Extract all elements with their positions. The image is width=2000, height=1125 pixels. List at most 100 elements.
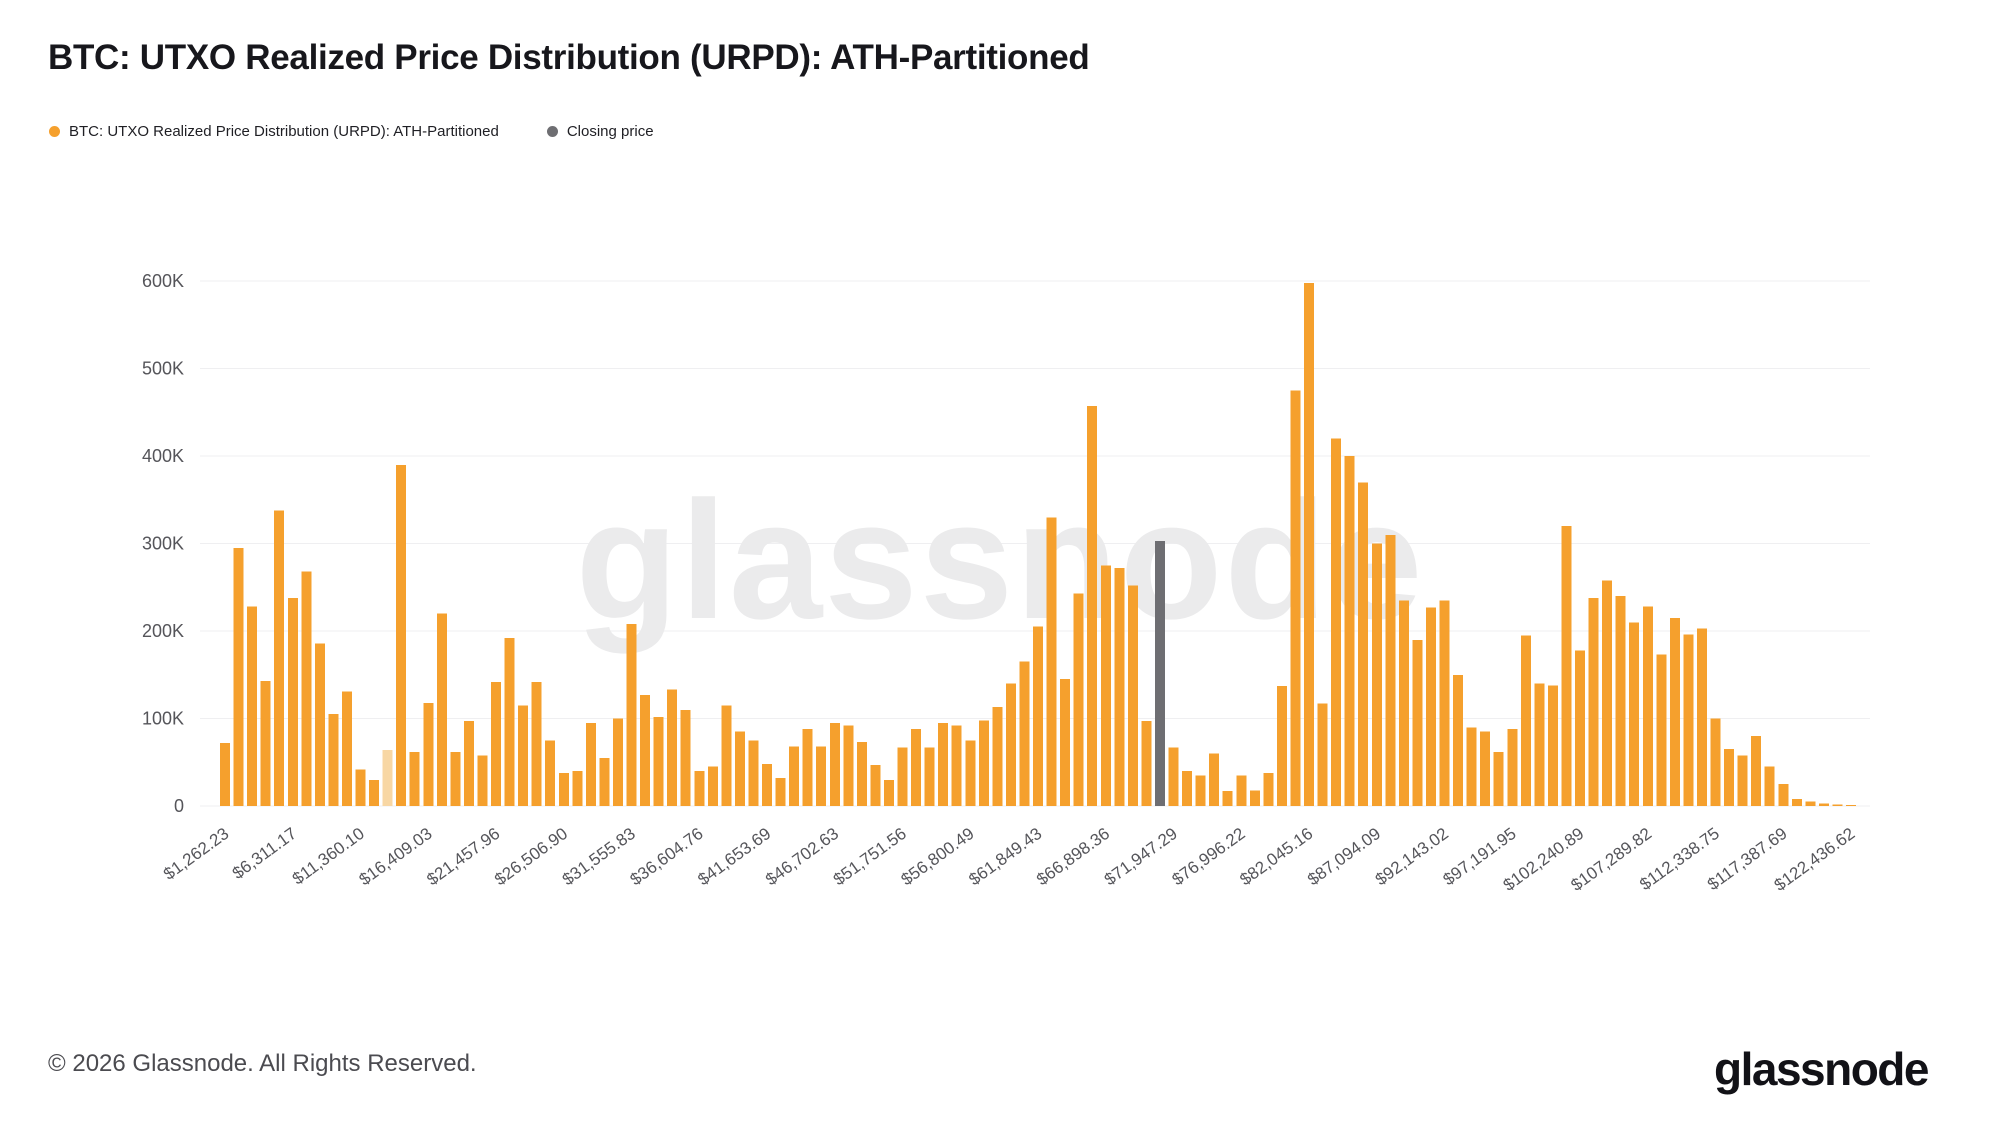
urpd-bar[interactable] xyxy=(1222,791,1233,806)
urpd-bar[interactable] xyxy=(328,714,339,806)
urpd-bar[interactable] xyxy=(1507,729,1518,806)
urpd-bar[interactable] xyxy=(1425,607,1436,806)
urpd-bar[interactable] xyxy=(301,571,312,807)
urpd-bar[interactable] xyxy=(382,750,393,806)
closing-price-bar[interactable] xyxy=(1154,540,1165,806)
urpd-bar[interactable] xyxy=(680,709,691,806)
urpd-bar[interactable] xyxy=(883,779,894,806)
urpd-bar[interactable] xyxy=(1724,749,1735,806)
urpd-bar[interactable] xyxy=(748,740,759,806)
urpd-bar[interactable] xyxy=(1398,600,1409,806)
urpd-bar[interactable] xyxy=(423,702,434,806)
urpd-bar[interactable] xyxy=(1127,585,1138,807)
urpd-bar[interactable] xyxy=(1751,736,1762,806)
urpd-bar[interactable] xyxy=(924,747,935,806)
urpd-bar[interactable] xyxy=(789,746,800,807)
urpd-bar[interactable] xyxy=(436,613,447,807)
urpd-bar[interactable] xyxy=(1520,635,1531,806)
urpd-bar[interactable] xyxy=(1168,747,1179,806)
urpd-bar[interactable] xyxy=(1480,731,1491,806)
urpd-bar[interactable] xyxy=(856,742,867,806)
urpd-bar[interactable] xyxy=(1791,799,1802,806)
urpd-bar[interactable] xyxy=(829,722,840,806)
urpd-bar[interactable] xyxy=(599,757,610,806)
urpd-bar[interactable] xyxy=(721,705,732,806)
urpd-bar[interactable] xyxy=(1358,482,1369,806)
urpd-bar[interactable] xyxy=(1453,674,1464,806)
urpd-bar[interactable] xyxy=(1764,766,1775,806)
urpd-bar[interactable] xyxy=(477,755,488,806)
urpd-bar[interactable] xyxy=(1561,526,1572,806)
urpd-bar[interactable] xyxy=(694,771,705,806)
urpd-bar[interactable] xyxy=(1737,755,1748,806)
urpd-bar[interactable] xyxy=(1249,790,1260,806)
urpd-bar[interactable] xyxy=(274,510,285,806)
urpd-bar[interactable] xyxy=(287,597,298,806)
urpd-bar[interactable] xyxy=(734,731,745,806)
urpd-bar[interactable] xyxy=(531,681,542,806)
urpd-bar[interactable] xyxy=(1588,597,1599,806)
urpd-bar[interactable] xyxy=(1276,686,1287,806)
urpd-bar[interactable] xyxy=(775,778,786,806)
urpd-bar[interactable] xyxy=(1778,784,1789,806)
urpd-bar[interactable] xyxy=(1371,543,1382,807)
urpd-bar[interactable] xyxy=(1547,685,1558,806)
urpd-bar[interactable] xyxy=(1439,600,1450,806)
urpd-bar[interactable] xyxy=(1846,805,1856,806)
urpd-bar[interactable] xyxy=(1669,617,1680,806)
urpd-bar[interactable] xyxy=(1344,456,1355,806)
urpd-bar[interactable] xyxy=(1100,565,1111,806)
urpd-bar[interactable] xyxy=(1696,628,1707,806)
urpd-bar[interactable] xyxy=(1629,622,1640,806)
urpd-bar[interactable] xyxy=(585,722,596,806)
urpd-bar[interactable] xyxy=(1141,721,1152,806)
urpd-bar[interactable] xyxy=(1317,703,1328,806)
urpd-bar[interactable] xyxy=(1683,634,1694,807)
urpd-bar[interactable] xyxy=(1832,804,1843,806)
urpd-bar[interactable] xyxy=(1818,803,1829,806)
urpd-bar[interactable] xyxy=(1290,390,1301,806)
urpd-bar[interactable] xyxy=(1033,626,1043,806)
urpd-bar[interactable] xyxy=(341,691,352,806)
urpd-bar[interactable] xyxy=(951,725,962,807)
urpd-bar[interactable] xyxy=(491,681,501,806)
urpd-bar[interactable] xyxy=(1575,650,1585,806)
urpd-bar[interactable] xyxy=(1209,753,1220,807)
urpd-bar[interactable] xyxy=(1412,639,1423,806)
urpd-bar[interactable] xyxy=(558,772,569,806)
urpd-bar[interactable] xyxy=(1615,596,1626,806)
legend-item[interactable]: Closing price xyxy=(546,123,654,140)
urpd-bar[interactable] xyxy=(1182,771,1193,806)
urpd-bar[interactable] xyxy=(965,740,976,806)
urpd-bar[interactable] xyxy=(463,721,474,806)
urpd-bar[interactable] xyxy=(1385,534,1396,806)
urpd-bar[interactable] xyxy=(911,729,922,806)
urpd-bar[interactable] xyxy=(707,766,718,806)
urpd-bar[interactable] xyxy=(897,747,908,806)
urpd-bar[interactable] xyxy=(1710,718,1721,807)
urpd-bar[interactable] xyxy=(1642,606,1653,807)
urpd-bar[interactable] xyxy=(1019,661,1030,806)
urpd-bar[interactable] xyxy=(843,725,854,807)
urpd-bar[interactable] xyxy=(1304,282,1314,806)
urpd-bar[interactable] xyxy=(545,740,556,806)
urpd-bar[interactable] xyxy=(1236,775,1247,806)
urpd-bar[interactable] xyxy=(626,624,637,806)
urpd-bar[interactable] xyxy=(612,718,623,807)
urpd-bar[interactable] xyxy=(1656,654,1667,806)
urpd-bar[interactable] xyxy=(314,643,325,806)
urpd-bar[interactable] xyxy=(1114,568,1125,806)
urpd-bar[interactable] xyxy=(1060,679,1071,806)
urpd-bar[interactable] xyxy=(504,638,515,806)
urpd-bar[interactable] xyxy=(1073,593,1084,806)
urpd-bar[interactable] xyxy=(640,694,651,806)
urpd-bar[interactable] xyxy=(1466,727,1477,806)
urpd-bar[interactable] xyxy=(978,720,989,806)
urpd-bar[interactable] xyxy=(1493,751,1504,806)
urpd-bar[interactable] xyxy=(369,779,380,806)
urpd-bar[interactable] xyxy=(762,764,772,806)
urpd-bar[interactable] xyxy=(816,746,827,807)
legend-item[interactable]: BTC: UTXO Realized Price Distribution (U… xyxy=(49,123,499,140)
urpd-bar[interactable] xyxy=(233,547,244,806)
